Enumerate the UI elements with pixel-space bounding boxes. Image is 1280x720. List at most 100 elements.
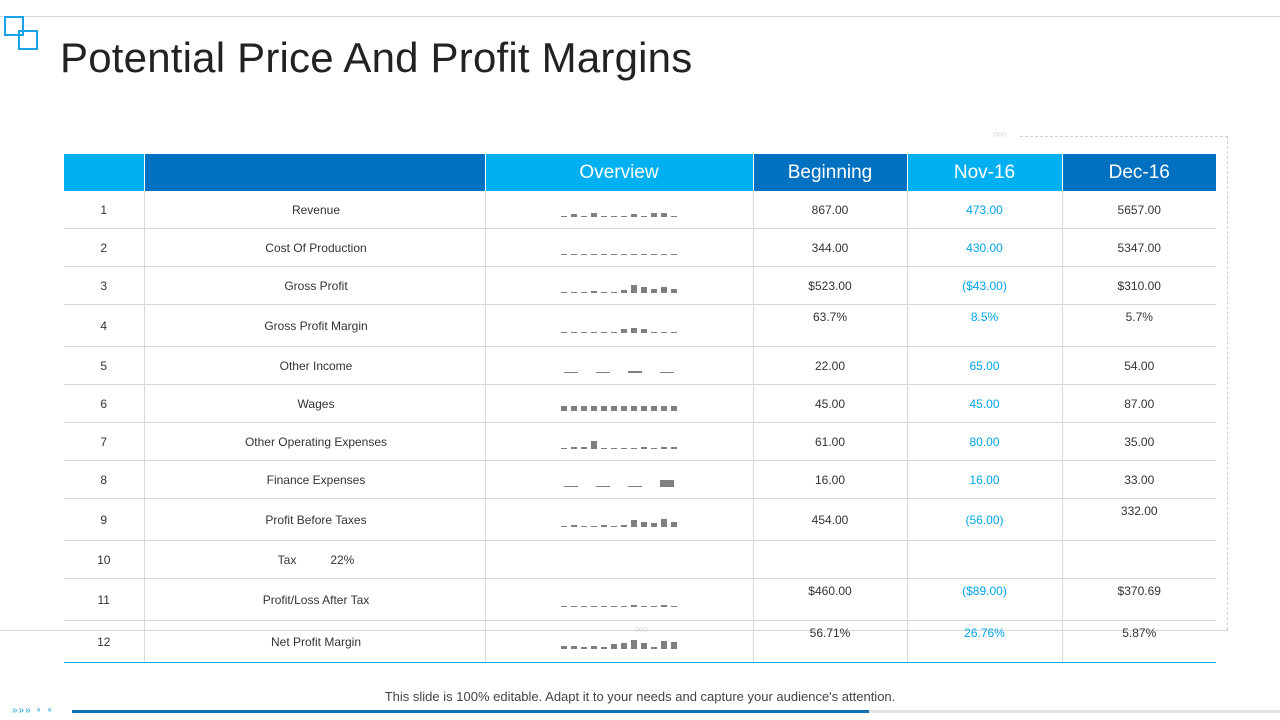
value-beginning: 16.00 [753,460,908,499]
table-row: 7 Other Operating Expenses 61.00 80.00 35.00 [64,422,1216,461]
sparkline-bar [651,253,657,255]
tax-rate: 22% [330,552,355,567]
sparkline-bar [651,288,657,293]
table-row: 5 Other Income 22.00 65.00 54.00 [64,346,1216,385]
sparkline-bar [601,605,607,607]
row-index: 4 [64,304,145,347]
value-dec: 5347.00 [1062,228,1216,267]
sparkline-bar [671,641,677,649]
sparkline-bar [591,290,597,293]
sparkline-bar [661,253,667,255]
sparkline-bar [611,447,617,449]
row-label: Profit Before Taxes [265,512,367,527]
row-index: 12 [64,620,145,663]
sparkline-bar [621,605,627,607]
sparkline-bar [591,605,597,607]
sparkline-bar [581,331,587,333]
sparkline-bar [661,604,667,607]
sparkline-bar [561,215,567,217]
sparkline-bar [641,405,647,411]
sparkline-bar [581,405,587,411]
row-label: Profit/Loss After Tax [262,592,370,607]
table-row: 11 Profit/Loss After Tax $460.00 ($89.00) $3… [64,578,1216,621]
value-dec [1062,540,1216,579]
sparkline-bar [601,447,607,449]
row-index: 2 [64,228,145,267]
sparkline-bar [561,525,567,527]
row-label-cell: Other Income [144,346,486,385]
value-nov: 16.00 [907,460,1063,499]
value-nov: 26.76% [907,620,1063,663]
sparkline-bar [601,331,607,333]
overview-sparkline [485,540,754,579]
value-beginning: 63.7% [753,304,908,347]
header-dec-16: Dec-16 [1062,154,1216,191]
page-title: Potential Price And Profit Margins [60,34,693,81]
sparkline-bar [661,286,667,293]
value-dec: 332.00 [1062,498,1216,541]
sparkline-bar [591,405,597,411]
sparkline-bar [661,518,667,527]
header-nov-16: Nov-16 [907,154,1063,191]
row-index: 8 [64,460,145,499]
sparkline-bar [571,645,577,649]
value-nov: ($89.00) [907,578,1063,621]
sparkline-bar [591,645,597,649]
value-nov: 45.00 [907,384,1063,423]
sparkline-bar [561,253,567,255]
sparkline-bar [628,485,642,487]
sparkline-bar [651,646,657,649]
sparkline-bar [591,212,597,217]
sparkline-bar [671,446,677,449]
sparkline-bar [561,447,567,449]
value-beginning: 56.71% [753,620,908,663]
sparkline-bar [591,525,597,527]
sparkline-bar [628,370,642,373]
sparkline-bar [661,212,667,217]
sparkline-bar [601,405,607,411]
row-label: Revenue [291,202,341,217]
sparkline-bar [591,253,597,255]
value-beginning: 61.00 [753,422,908,461]
rings-icon: ○○○ [993,129,1007,139]
value-nov: 65.00 [907,346,1063,385]
sparkline-bar [591,331,597,333]
sparkline-bar [561,645,567,649]
sparkline-bar [631,405,637,411]
sparkline-bar [641,605,647,607]
table-header-row: Overview Beginning Nov-16 Dec-16 [64,154,1216,191]
overview-sparkline [485,498,754,541]
sparkline-bar [631,284,637,293]
overview-sparkline [485,460,754,499]
sparkline-bar [571,253,577,255]
value-dec: 33.00 [1062,460,1216,499]
row-label: Net Profit Margin [270,634,362,649]
sparkline-bar [611,291,617,293]
value-beginning [753,540,908,579]
sparkline-bar [581,446,587,449]
value-beginning: $460.00 [753,578,908,621]
sparkline-bar [591,440,597,449]
sparkline-bar [651,405,657,411]
sparkline-bar [601,291,607,293]
sparkline-bar [671,331,677,333]
sparkline-bar [561,605,567,607]
row-label: Other Operating Expenses [244,434,388,449]
sparkline-bar [611,331,617,333]
sparkline-bar [581,291,587,293]
sparkline-bar [601,253,607,255]
sparkline-bar [651,212,657,217]
row-label: Other Income [279,358,353,373]
sparkline-bar [631,519,637,527]
row-index: 11 [64,578,145,621]
value-nov: ($43.00) [907,266,1063,305]
sparkline-bar [611,525,617,527]
value-nov: (56.00) [907,498,1063,541]
sparkline-bar [601,524,607,527]
sparkline-bar [651,331,657,333]
corner-squares-icon [4,16,40,52]
overview-sparkline [485,228,754,267]
sparkline-bar [641,215,647,217]
footer-chevrons-icon: »»» ∘ ∘ [12,705,54,716]
sparkline-bar [571,331,577,333]
